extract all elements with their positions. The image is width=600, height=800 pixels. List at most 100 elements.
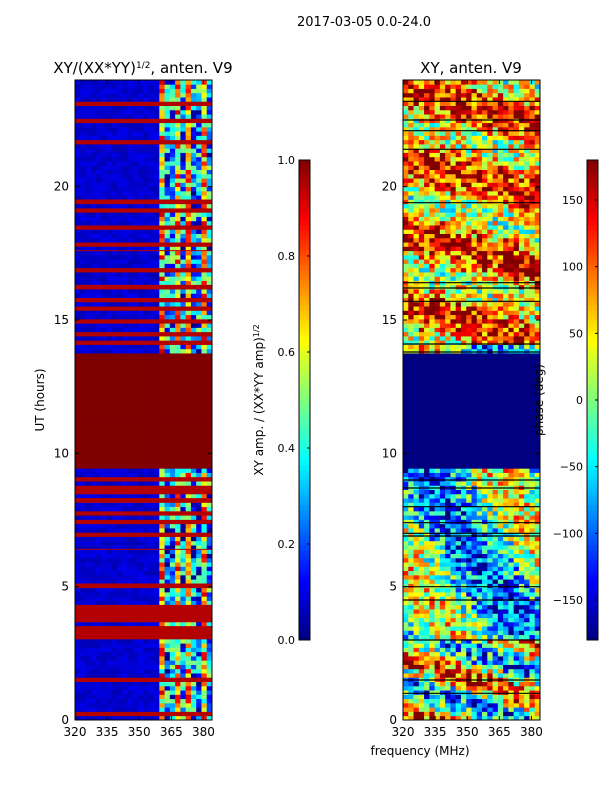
heatmap-cell [180,711,187,717]
heatmap-cell [111,353,118,358]
amplitude-panel-title: XY/(XX*YY)1/2, anten. V9 [53,59,232,77]
heatmap-cell [138,109,144,115]
heatmap-cell [408,592,414,597]
heatmap-cell [206,506,213,512]
heatmap-cell [175,152,181,158]
heatmap-cell [190,579,197,584]
heatmap-cell [122,702,129,708]
heatmap-cell [154,348,160,354]
heatmap-cell [117,353,123,358]
heatmap-cell [196,489,202,495]
heatmap-cell [75,446,81,452]
heatmap-cell [80,289,86,294]
heatmap-cell [127,225,134,230]
heatmap-cell [80,109,86,115]
heatmap-cell [455,583,462,589]
heatmap-cell [96,656,102,661]
heatmap-cell [169,651,176,657]
heatmap-cell [106,506,113,512]
heatmap-cell [185,173,192,179]
heatmap-cell [111,417,118,422]
heatmap-cell [169,459,176,465]
heatmap-cell [122,673,129,678]
heatmap-cell [424,673,430,678]
heatmap-cell [175,387,181,392]
heatmap-cell [106,365,113,371]
colorbar-swatch [299,545,310,551]
heatmap-cell [154,562,160,567]
heatmap-cell [143,549,150,554]
heatmap-cell [154,549,160,554]
heatmap-cell [111,220,118,226]
heatmap-cell [439,643,446,648]
colorbar-swatch [299,600,310,606]
heatmap-cell [185,161,192,166]
heatmap-cell [75,647,81,653]
heatmap-cell [206,276,213,281]
heatmap-cell [196,195,202,200]
heatmap-cell [159,216,165,222]
heatmap-cell [529,617,536,623]
heatmap-cell [117,621,123,627]
heatmap-cell [80,178,86,183]
heatmap-cell [196,365,202,371]
heatmap-cell [534,604,541,610]
heatmap-cell [154,225,160,230]
heatmap-cell [106,459,113,465]
heatmap-cell [196,225,202,230]
heatmap-cell [164,122,171,128]
heatmap-cell [111,382,118,388]
heatmap-cell [85,481,92,486]
heatmap-cell [159,685,165,691]
heatmap-cell [148,246,155,252]
heatmap-cell [445,673,451,678]
heatmap-cell [143,442,150,448]
heatmap-cell [159,97,165,102]
heatmap-cell [201,190,208,196]
heatmap-cell [190,664,197,670]
heatmap-cell [75,656,81,661]
heatmap-cell [201,114,208,119]
heatmap-cell [138,579,144,584]
heatmap-cell [101,229,108,234]
heatmap-cell [164,182,171,188]
heatmap-cell [143,289,150,294]
heatmap-cell [164,289,171,294]
heatmap-cell [159,549,165,554]
heatmap-cell [80,259,86,264]
heatmap-cell [201,489,208,495]
heatmap-cell [190,92,197,98]
heatmap-cell [111,630,118,636]
heatmap-cell [111,357,118,362]
heatmap-cell [169,404,176,409]
heatmap-cell [85,506,92,512]
heatmap-cell [111,506,118,512]
heatmap-cell [190,651,197,657]
heatmap-cell [180,694,187,700]
heatmap-cell [196,109,202,115]
heatmap-cell [159,583,165,589]
heatmap-cell [482,617,488,623]
heatmap-cell [196,596,202,601]
heatmap-cell [206,161,213,166]
heatmap-cell [132,562,139,567]
heatmap-cell [180,617,187,623]
heatmap-cell [159,118,165,124]
heatmap-cell [185,587,192,593]
heatmap-cell [196,378,202,384]
heatmap-cell [175,190,181,196]
colorbar-swatch [299,515,310,521]
heatmap-cell [518,604,525,610]
heatmap-cell [75,596,81,601]
heatmap-cell [206,340,213,345]
heatmap-cell [169,216,176,222]
heatmap-cell [169,272,176,277]
heatmap-cell [206,361,213,367]
heatmap-cell [132,715,139,721]
heatmap-cell [206,459,213,465]
heatmap-cell [190,707,197,712]
heatmap-cell [508,656,515,661]
heatmap-cell [196,220,202,226]
heatmap-cell [206,702,213,708]
heatmap-cell [169,340,176,345]
